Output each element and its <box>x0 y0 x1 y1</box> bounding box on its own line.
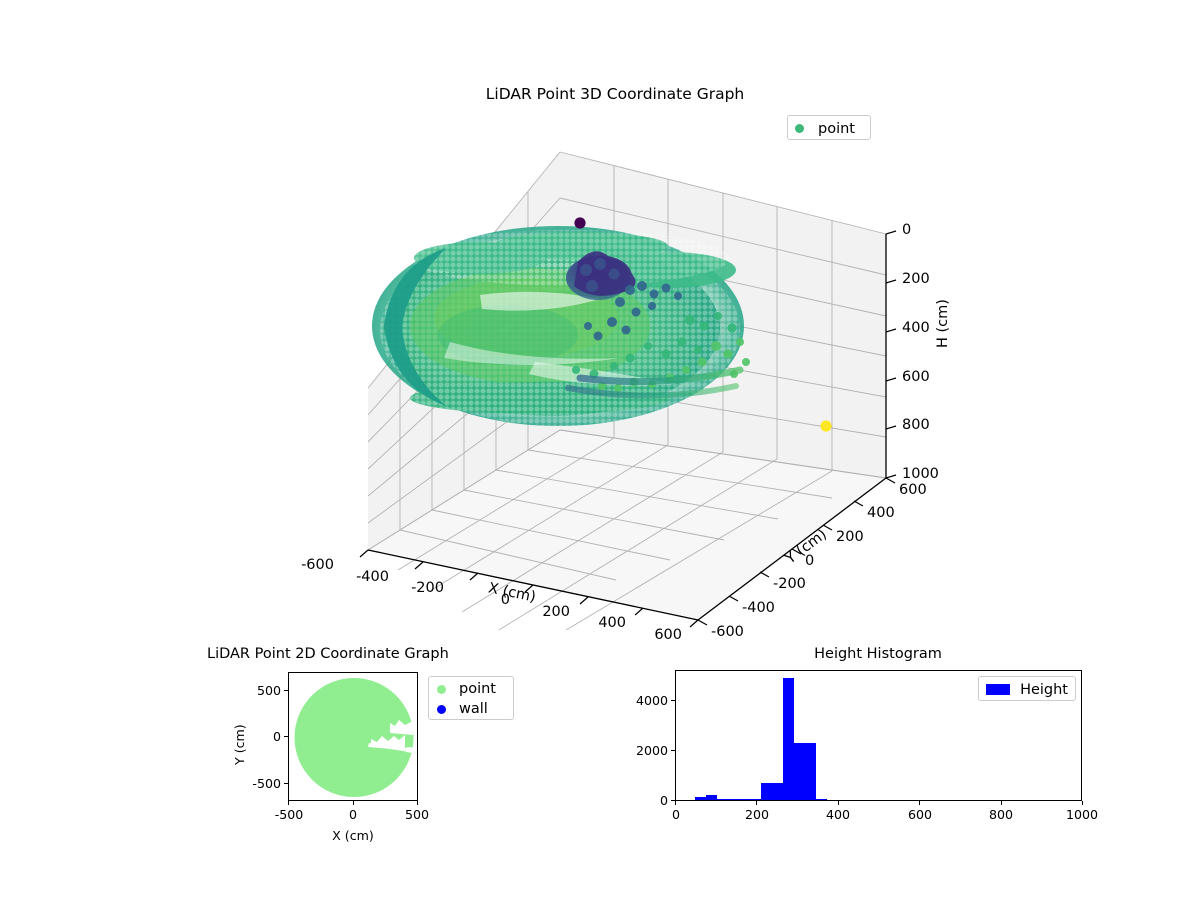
plot3d-ytick-0: -600 <box>711 624 744 640</box>
plot2d-xtick-mark-1 <box>353 801 354 805</box>
plot3d-xtick-5: 400 <box>598 615 626 631</box>
histogram-xtick-mark-4 <box>1001 801 1002 805</box>
plot2d-xtick-1: 0 <box>348 807 358 822</box>
histogram-xtick-0: 0 <box>671 807 681 822</box>
histogram-bar <box>793 742 805 800</box>
histogram-bar <box>750 799 762 800</box>
legend-wall-label-2d: wall <box>459 701 488 717</box>
legend-point-label-2d: point <box>459 681 496 697</box>
histogram-bar <box>739 799 751 800</box>
histogram-bar <box>804 742 816 800</box>
histogram-bar <box>771 782 783 800</box>
legend-height-label: Height <box>1020 681 1068 698</box>
plot3d-ztick-5: 1000 <box>902 466 939 482</box>
histogram-bar <box>728 799 740 800</box>
histogram-title: Height Histogram <box>814 646 942 662</box>
plot3d-ytick-4: 200 <box>836 529 864 545</box>
plot3d-xtick-4: 200 <box>542 604 570 620</box>
plot2d-ytick-mark-0 <box>284 690 288 691</box>
histogram-xtick-mark-0 <box>675 801 676 805</box>
histogram-bar <box>782 678 794 800</box>
plot3d-xtick-3: 0 <box>500 592 510 608</box>
histogram-xtick-3: 600 <box>907 807 933 822</box>
plot3d-xtick-0: -600 <box>301 557 334 573</box>
plot2d-xtick-mark-0 <box>288 801 289 805</box>
histogram-xtick-2: 400 <box>825 807 851 822</box>
histogram-xtick-1: 200 <box>744 807 770 822</box>
plot2d-xtick-mark-2 <box>417 801 418 805</box>
histogram-bar <box>815 799 827 800</box>
histogram-xtick-mark-5 <box>1082 801 1083 805</box>
plot2d-xlabel: X (cm) <box>332 828 374 843</box>
plot3d-ztick-1: 200 <box>902 271 930 287</box>
plot3d-ztick-2: 400 <box>902 320 930 336</box>
plot3d-ztick-3: 600 <box>902 369 930 385</box>
plot3d-ztick-4: 800 <box>902 417 930 433</box>
min-height-point <box>574 217 586 229</box>
plot3d-ytick-3: 0 <box>805 553 815 569</box>
plot2d-ytick-2: 500 <box>256 683 281 698</box>
plot2d-title: LiDAR Point 2D Coordinate Graph <box>207 646 449 662</box>
plot3d-axes[interactable]: -600 -400 -200 0 200 400 600 -600 -400 -… <box>301 130 951 643</box>
histogram-ytick-2: 4000 <box>635 693 668 708</box>
histogram-bar <box>761 782 772 800</box>
histogram-bar <box>695 796 707 800</box>
legend-point-label-3d: point <box>818 120 855 137</box>
plot2d-legend: point wall <box>428 676 514 720</box>
plot2d-ytick-mark-1 <box>284 736 288 737</box>
histogram-xtick-4: 800 <box>988 807 1014 822</box>
histogram-ytick-1: 2000 <box>635 743 668 758</box>
plot3d-zlabel: H (cm) <box>935 299 951 348</box>
plot3d-legend: point <box>787 115 871 140</box>
histogram-xtick-mark-2 <box>838 801 839 805</box>
plot2d-ytick-mark-2 <box>284 783 288 784</box>
plot3d-xtick-2: -200 <box>411 580 444 596</box>
legend-point-marker-2d <box>437 684 446 694</box>
point-cloud-disk <box>294 678 414 797</box>
legend-point-marker-3d <box>795 124 804 133</box>
histogram-bar <box>706 795 718 800</box>
plot3d-ytick-5: 400 <box>867 505 895 521</box>
plot3d-title: LiDAR Point 3D Coordinate Graph <box>485 85 745 103</box>
plot3d-xtick-1: -400 <box>356 569 389 585</box>
histogram-ytick-0: 0 <box>659 793 668 808</box>
plot2d-axes[interactable] <box>288 672 418 801</box>
legend-wall-marker-2d <box>437 704 446 714</box>
plot3d-ztick-0: 0 <box>902 222 912 238</box>
plot2d-xtick-2: 500 <box>404 807 430 822</box>
histogram-xtick-5: 1000 <box>1065 807 1099 822</box>
plot2d-ytick-1: 0 <box>272 729 281 744</box>
histogram-xtick-mark-1 <box>756 801 757 805</box>
histogram-legend: Height <box>978 676 1076 701</box>
plot3d-ytick-1: -400 <box>742 600 775 616</box>
max-height-point <box>820 420 832 432</box>
plot3d-ytick-6: 600 <box>899 482 927 498</box>
plot2d-ylabel: Y (cm) <box>232 724 247 765</box>
histogram-ytick-mark-0 <box>671 800 675 801</box>
plot3d-ytick-2: -200 <box>773 576 806 592</box>
legend-height-marker <box>986 684 1011 695</box>
plot3d-xtick-6: 600 <box>654 627 682 643</box>
plot2d-ytick-0: -500 <box>252 776 281 791</box>
histogram-ytick-mark-1 <box>671 750 675 751</box>
histogram-ytick-mark-2 <box>671 700 675 701</box>
histogram-xtick-mark-3 <box>919 801 920 805</box>
histogram-bar <box>717 798 729 800</box>
plot2d-xtick-0: -500 <box>274 807 304 822</box>
